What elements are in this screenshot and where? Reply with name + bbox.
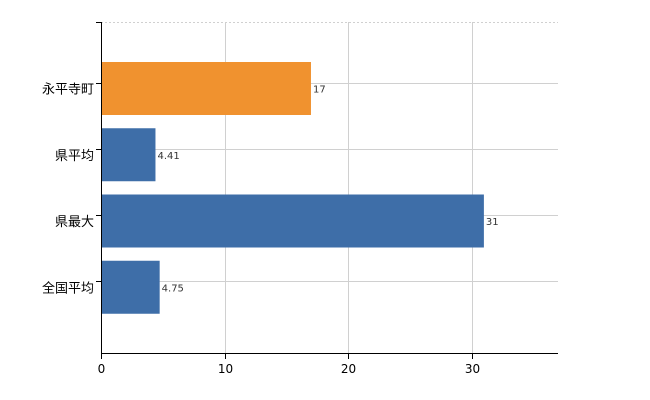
bar-2 [101, 128, 156, 182]
data-label-3: 31 [486, 217, 499, 228]
category-label-2: 県平均 [55, 149, 94, 164]
data-labels: 17 4.41 31 4.75 [157, 85, 498, 295]
x-tick-label-1: 0 [98, 362, 106, 376]
x-tick-label-4: 30 [465, 362, 480, 376]
data-label-2: 4.41 [157, 151, 179, 162]
data-label-4: 4.75 [162, 283, 184, 294]
category-label-1: 永平寺町 [42, 83, 94, 98]
x-tick-label-2: 10 [218, 362, 233, 376]
category-label-3: 県最大 [55, 215, 94, 230]
bar-1 [101, 62, 311, 115]
category-label-4: 全国平均 [42, 280, 94, 296]
bar-3 [101, 194, 484, 248]
data-label-1: 17 [313, 85, 326, 96]
x-tick-label-3: 20 [341, 362, 356, 376]
bars [101, 62, 484, 314]
bar-4 [101, 260, 160, 314]
